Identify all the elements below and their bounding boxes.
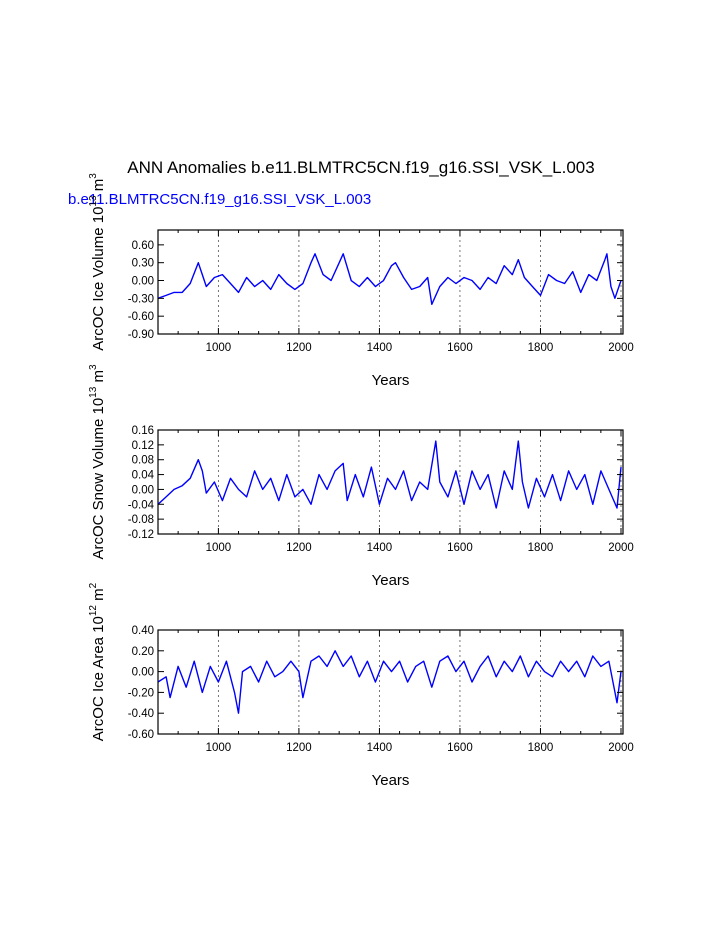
ice-volume-plot-frame: [157, 229, 624, 335]
snow-volume-ytick-label: -0.08: [128, 514, 154, 526]
ice-volume-panel: 1000 1200 1400 1600 1800 2000 -0.90 -0.60 -0.30 0…: [88, 173, 634, 389]
ice-area-panel: 1000 1200 1400 1600 1800 2000 -0.60 -0.40 -0.20 0…: [88, 582, 634, 789]
snow-volume-ytick-label: 0.16: [132, 425, 154, 437]
ice-area-ytick-label: -0.40: [128, 708, 154, 720]
ice-area-yaxis-title: ArcOC Ice Area 1012 m2: [88, 582, 107, 741]
snow-volume-ytick-label: -0.04: [128, 499, 155, 511]
ice-area-xtick-label: 1800: [528, 742, 554, 754]
ice-volume-ytick-label: 0.00: [132, 276, 154, 288]
ice-area-xtick-label: 1400: [367, 742, 393, 754]
snow-volume-ytick-label: 0.12: [132, 440, 154, 452]
snow-volume-xtick-label: 1000: [206, 542, 232, 554]
ice-volume-xtick-label: 1200: [286, 342, 312, 354]
ice-volume-series-line: [157, 253, 622, 305]
ice-area-xaxis-title: Years: [372, 772, 410, 789]
snow-volume-plot-frame: [157, 429, 624, 535]
ice-volume-yaxis-title: ArcOC Ice Volume 1013 m3: [88, 173, 107, 351]
snow-volume-yaxis-title: ArcOC Snow Volume 1013 m3: [88, 364, 107, 560]
ice-volume-ytick-label: 0.60: [132, 240, 154, 252]
ice-volume-xtick-label: 1800: [528, 342, 554, 354]
case-label: b.e11.BLMTRC5CN.f19_g16.SSI_VSK_L.003: [68, 191, 371, 208]
snow-volume-ytick-label: 0.04: [132, 470, 155, 482]
snow-volume-panel: 1000 1200 1400 1600 1800 2000 -0.12 -0.08 -0.04 0…: [88, 364, 634, 589]
snow-volume-ytick-label: 0.00: [132, 484, 154, 496]
ice-area-ytick-label: -0.20: [128, 687, 154, 699]
ice-area-ytick-label: -0.60: [128, 729, 154, 741]
ice-volume-xtick-label: 1600: [447, 342, 473, 354]
ice-area-xtick-label: 1200: [286, 742, 312, 754]
ice-area-plot-frame: [157, 629, 624, 735]
ice-volume-xtick-label: 1400: [367, 342, 393, 354]
ice-area-xtick-label: 1600: [447, 742, 473, 754]
snow-volume-xtick-label: 1200: [286, 542, 312, 554]
snow-volume-ytick-label: -0.12: [128, 529, 154, 541]
ice-volume-ytick-label: -0.90: [128, 329, 154, 341]
ice-area-xtick-label: 2000: [608, 742, 634, 754]
ice-volume-ytick-label: -0.60: [128, 311, 154, 323]
snow-volume-xtick-label: 2000: [608, 542, 634, 554]
snow-volume-xtick-label: 1400: [367, 542, 393, 554]
ice-volume-xtick-label: 2000: [608, 342, 634, 354]
ice-volume-xaxis-title: Years: [372, 372, 410, 389]
ice-volume-xtick-label: 1000: [206, 342, 232, 354]
snow-volume-ytick-label: 0.08: [132, 455, 154, 467]
ice-volume-ytick-label: -0.30: [128, 293, 154, 305]
ice-area-ytick-label: 0.40: [132, 625, 154, 637]
ice-area-series-line: [157, 650, 622, 714]
ice-area-ytick-label: 0.00: [132, 667, 154, 679]
snow-volume-xtick-label: 1600: [447, 542, 473, 554]
snow-volume-xaxis-title: Years: [372, 572, 410, 589]
ice-area-xtick-label: 1000: [206, 742, 232, 754]
ice-volume-ytick-label: 0.30: [132, 258, 154, 270]
ice-area-ytick-label: 0.20: [132, 646, 154, 658]
snow-volume-xtick-label: 1800: [528, 542, 554, 554]
figure-title: ANN Anomalies b.e11.BLMTRC5CN.f19_g16.SS…: [127, 158, 594, 177]
snow-volume-series-line: [157, 440, 622, 509]
